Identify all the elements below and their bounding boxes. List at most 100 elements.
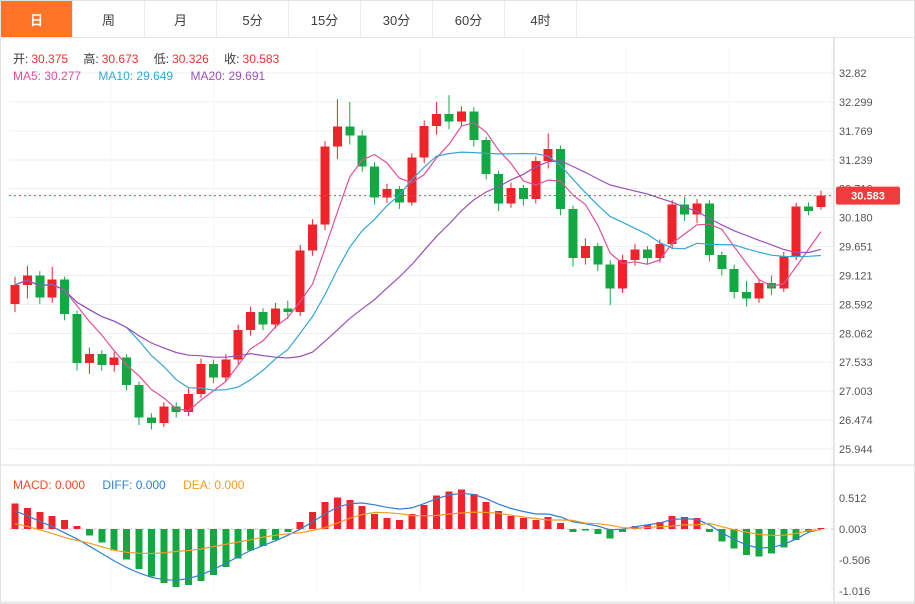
tab-日[interactable]: 日 [1,1,73,37]
price-tick-label: 27.003 [839,386,873,398]
candle [60,279,70,314]
chart-area: 开: 30.375 高: 30.673 低: 30.326 收: 30.583 MA5:… [1,38,914,603]
tab-5分[interactable]: 5分 [217,1,289,37]
macd-bar [643,524,651,530]
price-tick-label: 27.533 [839,357,873,369]
candle [444,113,454,122]
macd-bar [284,529,292,533]
candle [791,206,801,256]
macd-bar [581,529,589,531]
macd-bar [383,518,391,530]
macd-bar [743,529,751,555]
macd-bar [11,503,19,530]
price-tick-label: 32.299 [839,97,873,109]
candle [593,246,603,265]
candle [816,195,826,207]
tab-30分[interactable]: 30分 [361,1,433,37]
candle [258,312,268,325]
candle [630,249,640,261]
macd-bar [519,518,527,530]
candle [196,364,206,395]
macd-bar [532,520,540,530]
dea-line [14,511,822,555]
macd-bar [309,512,317,530]
macd-bar [333,497,341,530]
tab-4时[interactable]: 4时 [505,1,577,37]
candle [556,148,566,209]
macd-tick-label: 0.003 [839,524,867,536]
macd-bar [693,518,701,530]
candle [122,357,132,385]
candle [642,249,652,259]
macd-bar [780,529,788,548]
macd-bar [755,529,763,557]
price-tick-label: 31.239 [839,155,873,167]
tab-60分[interactable]: 60分 [433,1,505,37]
candlestick-macd-chart[interactable]: 32.8232.29931.76931.23930.71030.18029.65… [1,38,914,603]
macd-bar [61,520,69,530]
macd-bar [631,526,639,530]
candle [221,359,231,378]
macd-bar [160,529,168,583]
macd-tick-label: -1.016 [839,586,870,598]
candle [494,173,504,204]
candle [382,189,392,198]
macd-bar [420,504,428,530]
macd-bar [656,521,664,530]
candle [692,203,702,215]
macd-bar [371,513,379,530]
macd-bar [209,529,217,575]
current-price-tag-label: 30.583 [851,191,885,203]
candle [717,254,727,269]
tab-月[interactable]: 月 [145,1,217,37]
price-tick-label: 26.474 [839,415,873,427]
macd-bar [185,529,193,586]
candle [618,260,628,289]
period-tabbar: 日周月 5分 15分 30分 60分 4时 [1,1,914,38]
macd-bar [271,529,279,541]
ma5-line [14,121,822,412]
macd-bar [495,510,503,530]
candle [72,313,82,363]
macd-bar [197,529,205,581]
macd-bar [457,489,465,530]
macd-bar [48,515,56,530]
candle [605,264,615,289]
macd-bar [234,529,242,559]
candle [47,279,57,298]
candle [568,208,578,259]
price-tick-label: 31.769 [839,126,873,138]
candle [655,243,665,259]
macd-bar [445,491,453,530]
price-tick-label: 32.82 [839,68,867,80]
candle [146,417,156,424]
tab-15分[interactable]: 15分 [289,1,361,37]
candle [159,406,169,424]
macd-bar [123,529,131,560]
candle [580,246,590,259]
macd-bar [619,529,627,533]
candle [10,284,20,304]
candle [233,330,243,360]
macd-bar [668,515,676,530]
candle [531,160,541,200]
tab-周[interactable]: 周 [73,1,145,37]
candle [184,394,194,413]
macd-bar [222,529,230,567]
macd-bar [395,520,403,530]
macd-tick-label: -0.506 [839,555,870,567]
candle [779,255,789,289]
candle [308,224,318,251]
candle [332,126,342,147]
candle [456,111,466,122]
price-tick-label: 30.180 [839,213,873,225]
candle [208,364,218,378]
macd-bar [73,526,81,530]
macd-bar [346,499,354,530]
macd-bar [135,529,143,569]
candle [345,126,355,136]
macd-bar [705,529,713,533]
diff-line [14,492,822,581]
macd-bar [557,523,565,530]
